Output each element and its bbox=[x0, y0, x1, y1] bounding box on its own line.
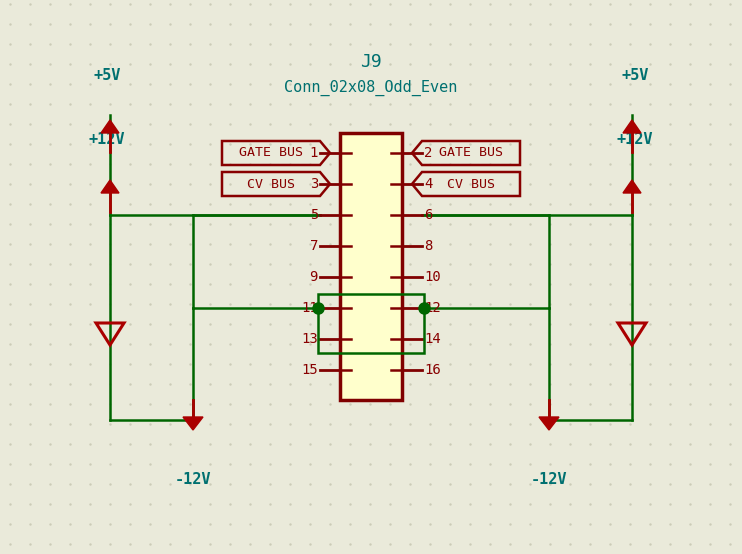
Text: CV BUS: CV BUS bbox=[447, 177, 495, 191]
Bar bbox=[318, 294, 424, 353]
Text: GATE BUS: GATE BUS bbox=[239, 146, 303, 160]
Text: -12V: -12V bbox=[175, 473, 211, 488]
Text: +12V: +12V bbox=[89, 132, 125, 147]
Text: +12V: +12V bbox=[617, 132, 653, 147]
Text: 10: 10 bbox=[424, 270, 441, 284]
Text: 9: 9 bbox=[309, 270, 318, 284]
Polygon shape bbox=[101, 120, 119, 133]
Polygon shape bbox=[101, 180, 119, 193]
Text: 13: 13 bbox=[301, 332, 318, 346]
Text: J9: J9 bbox=[360, 53, 382, 71]
Polygon shape bbox=[623, 120, 641, 133]
Text: GATE BUS: GATE BUS bbox=[439, 146, 503, 160]
Text: 2: 2 bbox=[424, 146, 433, 160]
Text: 15: 15 bbox=[301, 363, 318, 377]
Bar bbox=[340, 133, 402, 400]
Polygon shape bbox=[623, 180, 641, 193]
Text: 1: 1 bbox=[309, 146, 318, 160]
Text: 12: 12 bbox=[424, 301, 441, 315]
Text: 7: 7 bbox=[309, 239, 318, 253]
Text: 8: 8 bbox=[424, 239, 433, 253]
Text: +5V: +5V bbox=[93, 68, 121, 83]
Text: 11: 11 bbox=[301, 301, 318, 315]
Text: -12V: -12V bbox=[531, 473, 567, 488]
Text: +5V: +5V bbox=[621, 68, 649, 83]
Polygon shape bbox=[183, 417, 203, 430]
Text: 14: 14 bbox=[424, 332, 441, 346]
Text: 16: 16 bbox=[424, 363, 441, 377]
Text: 3: 3 bbox=[309, 177, 318, 191]
Text: Conn_02x08_Odd_Even: Conn_02x08_Odd_Even bbox=[284, 80, 458, 96]
Polygon shape bbox=[539, 417, 559, 430]
Text: 5: 5 bbox=[309, 208, 318, 222]
Text: CV BUS: CV BUS bbox=[247, 177, 295, 191]
Text: 6: 6 bbox=[424, 208, 433, 222]
Text: 4: 4 bbox=[424, 177, 433, 191]
